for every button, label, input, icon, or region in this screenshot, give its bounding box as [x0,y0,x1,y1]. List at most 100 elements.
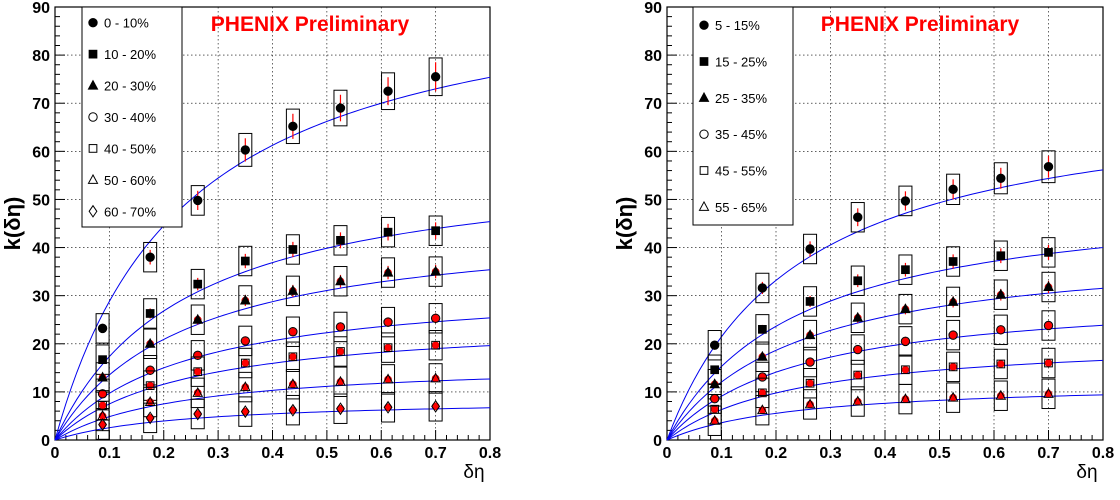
y-axis-label: k(δη) [0,197,25,251]
data-point-fill [1044,321,1053,330]
x-tick-label: 0.1 [98,445,120,462]
chart-panel-1: 0 0.1 0.2 0.3 0.4 0.5 0.6 0.7 0.8 0 10 20 30 40 50 60 70… [0,0,501,483]
systematic-box [898,383,913,415]
data-point [193,367,203,377]
systematic-box [850,359,865,391]
data-point [240,256,250,266]
data-point [335,275,346,286]
data-point [144,396,156,406]
legend-label: 50 - 60% [104,173,156,188]
fit-curves [666,169,1104,441]
data-point-fill [431,314,440,323]
x-tick-label: 0.4 [874,445,896,462]
systematic-box [238,347,253,379]
x-tick-label: 0.5 [316,445,338,462]
data-point-fill [853,345,862,354]
systematic-box [803,286,818,317]
y-tick-label: 10 [32,385,50,402]
data-point [900,196,911,206]
legend-marker [699,20,709,30]
systematic-box [1041,378,1056,410]
systematic-box [946,319,961,351]
systematic-box [898,326,913,357]
systematic-box [143,298,158,329]
data-point [383,343,393,352]
data-point [948,257,958,266]
y-tick-label: 50 [32,192,50,209]
data-point [947,391,959,402]
data-point [431,399,441,413]
data-point [145,309,155,318]
legend-box [692,6,794,226]
systematic-box [755,272,770,304]
x-tick-label: 0.8 [1092,445,1114,462]
systematic-box [946,382,961,413]
data-point [710,404,720,414]
data-point [430,72,441,82]
data-point [145,252,155,262]
systematic-box [381,332,396,363]
y-tick-label: 10 [644,385,662,402]
systematic-box [381,392,396,423]
legend-marker [88,144,98,153]
systematic-box [333,266,348,297]
data-point [852,311,864,322]
data-point [336,347,345,356]
legend-label: 30 - 40% [104,110,156,125]
systematic-box [428,391,443,422]
data-point [996,251,1006,261]
systematic-box [946,246,961,277]
data-point [709,340,720,350]
data-point-fill [336,347,345,356]
chart-panel-2: 0 0.1 0.2 0.3 0.4 0.5 0.6 0.7 0.8 0 10 20 30 40 50 60 70… [612,0,1114,483]
y-tick-label: 30 [644,289,662,306]
data-point [996,359,1006,369]
data-point-fill [241,359,250,367]
y-tick-label: 70 [32,96,50,113]
systematic-box [993,279,1008,310]
data-point [382,266,394,277]
systematic-box [755,314,770,345]
legend-label: 25 - 35% [715,91,767,106]
x-tick-label: 0.7 [425,445,447,462]
systematic-box [428,256,443,287]
data-point [758,324,767,334]
y-tick-label: 30 [32,289,50,306]
data-point [383,400,393,414]
data-point [758,388,767,398]
data-point [288,121,298,132]
data-point [901,265,910,275]
data-point [853,370,863,380]
systematic-box [850,202,865,233]
fit-curve [54,345,491,441]
x-tick-label: 0.7 [1037,445,1059,462]
data-point [240,358,250,368]
systematic-box [238,285,253,316]
systematic-box [381,216,396,248]
y-tick-label: 40 [32,241,50,258]
data-point [995,288,1007,299]
data-point-fill [384,318,392,326]
data-point [288,403,298,417]
y-tick-label: 20 [32,337,50,354]
series-3 [95,256,443,393]
systematic-box [95,409,110,440]
data-point [383,317,393,327]
x-tick-label: 0.3 [819,445,841,462]
data-point-fill [853,371,862,379]
systematic-box [993,314,1008,346]
systematic-box [428,215,443,246]
systematic-box [946,173,961,206]
data-point [1044,358,1053,368]
data-point-fill [758,373,767,381]
systematic-box [285,275,300,307]
fit-curve [54,269,491,441]
data-point-fill [241,337,250,345]
data-point [193,350,203,361]
systematic-box [238,325,253,357]
data-point [288,245,298,254]
series-4 [707,310,1056,414]
systematic-box [143,402,158,434]
systematic-box [898,185,913,217]
